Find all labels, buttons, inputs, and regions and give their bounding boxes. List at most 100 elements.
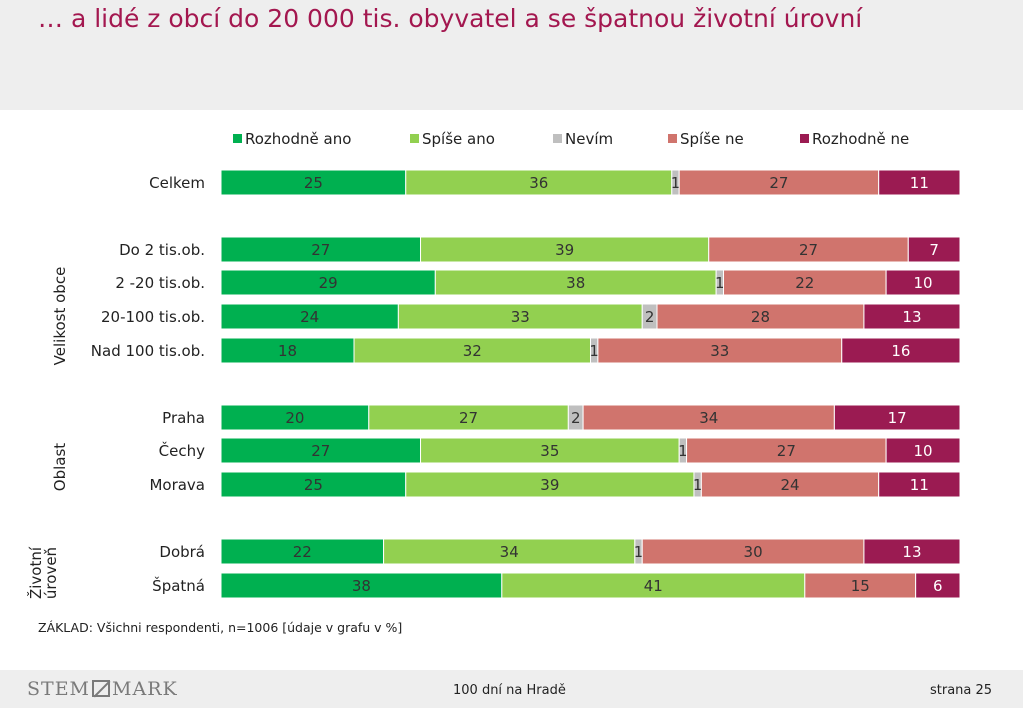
bar-20-100-tis-ob-spise-ano: [397, 303, 643, 330]
data-label-morava-rozhodne-ano: 25: [304, 476, 323, 494]
data-label-nad-100-tis-ob-spise-ne: 33: [710, 342, 729, 360]
data-label-cechy-spise-ne: 27: [777, 442, 796, 460]
data-label-do-2-tis-ob-spise-ano: 39: [555, 241, 574, 259]
data-label-cechy-spise-ano: 35: [540, 442, 559, 460]
legend-swatch-spise-ne: [668, 134, 677, 143]
data-label-2-20-tis-ob-spise-ano: 38: [566, 274, 585, 292]
category-label-praha: Praha: [162, 409, 205, 427]
bar-20-100-tis-ob-rozhodne-ano: [220, 303, 399, 330]
legend-swatch-rozhodne-ne: [800, 134, 809, 143]
footer-title: 100 dní na Hradě: [453, 683, 566, 698]
logo-mark-icon: [92, 680, 111, 697]
logo-text-left: STEM: [27, 678, 91, 700]
bar-2-20-tis-ob-spise-ne: [723, 269, 887, 296]
data-label-spatna-spise-ne: 15: [851, 577, 870, 595]
data-label-20-100-tis-ob-nevim: 2: [645, 308, 655, 326]
data-label-cechy-rozhodne-ne: 10: [914, 442, 933, 460]
bar-morava-rozhodne-ne: [878, 471, 961, 498]
bar-2-20-tis-ob-rozhodne-ne: [885, 269, 961, 296]
data-label-20-100-tis-ob-rozhodne-ne: 13: [902, 308, 921, 326]
category-label-nad-100-tis-ob: Nad 100 tis.ob.: [91, 342, 205, 360]
group-label-region: Oblast: [51, 442, 69, 492]
logo-text-right: MARK: [112, 678, 178, 700]
data-label-do-2-tis-ob-spise-ne: 27: [799, 241, 818, 259]
bar-spatna-rozhodne-ano: [220, 572, 503, 599]
data-label-dobra-rozhodne-ano: 22: [293, 543, 312, 561]
chart-legend: Rozhodně ano Spíše ano Nevím Spíše ne Rozhod…: [233, 130, 909, 148]
data-label-cechy-rozhodne-ano: 27: [311, 442, 330, 460]
bar-praha-spise-ne: [582, 404, 835, 431]
bar-nad-100-tis-ob-rozhodne-ano: [220, 337, 355, 364]
bar-20-100-tis-ob-spise-ne: [656, 303, 865, 330]
bar-morava-spise-ano: [405, 471, 695, 498]
data-label-spatna-spise-ano: 41: [644, 577, 663, 595]
legend-label-spise-ano: Spíše ano: [422, 130, 495, 148]
bar-20-100-tis-ob-rozhodne-ne: [863, 303, 961, 330]
bar-dobra-spise-ne: [641, 538, 865, 565]
data-label-2-20-tis-ob-nevim: 1: [715, 274, 725, 292]
data-label-nad-100-tis-ob-rozhodne-ne: 16: [891, 342, 910, 360]
basis-note: ZÁKLAD: Všichni respondenti, n=1006 [úda…: [38, 620, 403, 635]
data-label-morava-spise-ne: 24: [780, 476, 799, 494]
data-label-20-100-tis-ob-rozhodne-ano: 24: [300, 308, 319, 326]
data-label-20-100-tis-ob-spise-ano: 33: [511, 308, 530, 326]
bar-spatna-spise-ne: [804, 572, 917, 599]
data-label-morava-rozhodne-ne: 11: [910, 476, 929, 494]
data-label-dobra-nevim: 1: [634, 543, 644, 561]
bar-celkem-rozhodne-ano: [220, 169, 407, 196]
bar-dobra-spise-ano: [383, 538, 636, 565]
category-label-cechy: Čechy: [159, 441, 205, 460]
category-label-spatna: Špatná: [152, 576, 205, 595]
bar-morava-spise-ne: [700, 471, 880, 498]
bar-dobra-rozhodne-ne: [863, 538, 961, 565]
bar-nad-100-tis-ob-rozhodne-ne: [841, 337, 961, 364]
data-label-praha-rozhodne-ano: 20: [285, 409, 304, 427]
legend-label-rozhodne-ne: Rozhodně ne: [812, 130, 909, 148]
bar-cechy-spise-ne: [686, 437, 887, 464]
data-label-nad-100-tis-ob-spise-ano: 32: [463, 342, 482, 360]
bar-morava-rozhodne-ano: [220, 471, 407, 498]
data-label-praha-rozhodne-ne: 17: [888, 409, 907, 427]
category-label-dobra: Dobrá: [159, 543, 205, 561]
data-label-2-20-tis-ob-rozhodne-ne: 10: [914, 274, 933, 292]
group-label-living-line2: úroveň: [42, 546, 60, 600]
legend-swatch-rozhodne-ano: [233, 134, 242, 143]
bar-do-2-tis-ob-spise-ne: [708, 236, 909, 263]
data-label-cechy-nevim: 1: [678, 442, 688, 460]
data-label-praha-nevim: 2: [571, 409, 581, 427]
legend-swatch-spise-ano: [410, 134, 419, 143]
data-label-spatna-rozhodne-ne: 6: [933, 577, 943, 595]
bar-spatna-rozhodne-ne: [915, 572, 961, 599]
category-label-2-20-tis-ob: 2 -20 tis.ob.: [115, 274, 205, 292]
data-label-nad-100-tis-ob-nevim: 1: [589, 342, 599, 360]
bar-cechy-rozhodne-ne: [885, 437, 961, 464]
bar-dobra-rozhodne-ano: [220, 538, 385, 565]
bar-cechy-spise-ano: [420, 437, 680, 464]
category-label-celkem: Celkem: [149, 174, 205, 192]
data-label-celkem-spise-ano: 36: [529, 174, 548, 192]
data-label-celkem-nevim: 1: [671, 174, 681, 192]
data-label-dobra-spise-ano: 34: [500, 543, 519, 561]
slide-title: … a lidé z obcí do 20 000 tis. obyvatel …: [38, 4, 863, 33]
legend-label-spise-ne: Spíše ne: [680, 130, 744, 148]
data-label-spatna-rozhodne-ano: 38: [352, 577, 371, 595]
bar-nad-100-tis-ob-spise-ne: [597, 337, 843, 364]
data-label-celkem-spise-ne: 27: [769, 174, 788, 192]
data-label-dobra-spise-ne: 30: [744, 543, 763, 561]
group-label-size: Velikost obce: [51, 266, 69, 366]
stacked-bar-chart: Rozhodně ano Spíše ano Nevím Spíše ne Rozhod…: [91, 130, 961, 599]
data-label-praha-spise-ne: 34: [699, 409, 718, 427]
data-label-morava-spise-ano: 39: [540, 476, 559, 494]
data-label-2-20-tis-ob-rozhodne-ano: 29: [319, 274, 338, 292]
stem-mark-logo: STEM MARK: [27, 678, 178, 700]
bar-nad-100-tis-ob-spise-ano: [353, 337, 591, 364]
header-band: [0, 0, 1023, 110]
bar-2-20-tis-ob-rozhodne-ano: [220, 269, 436, 296]
category-labels: Celkem Do 2 tis.ob. 2 -20 tis.ob. 20-100 ti…: [91, 174, 205, 595]
bar-praha-rozhodne-ne: [833, 404, 961, 431]
page-number: strana 25: [930, 683, 993, 698]
legend-label-nevim: Nevím: [565, 130, 613, 148]
group-label-living: Životní úroveň: [27, 533, 60, 613]
data-label-morava-nevim: 1: [693, 476, 703, 494]
category-label-do-2-tis-ob: Do 2 tis.ob.: [119, 241, 205, 259]
